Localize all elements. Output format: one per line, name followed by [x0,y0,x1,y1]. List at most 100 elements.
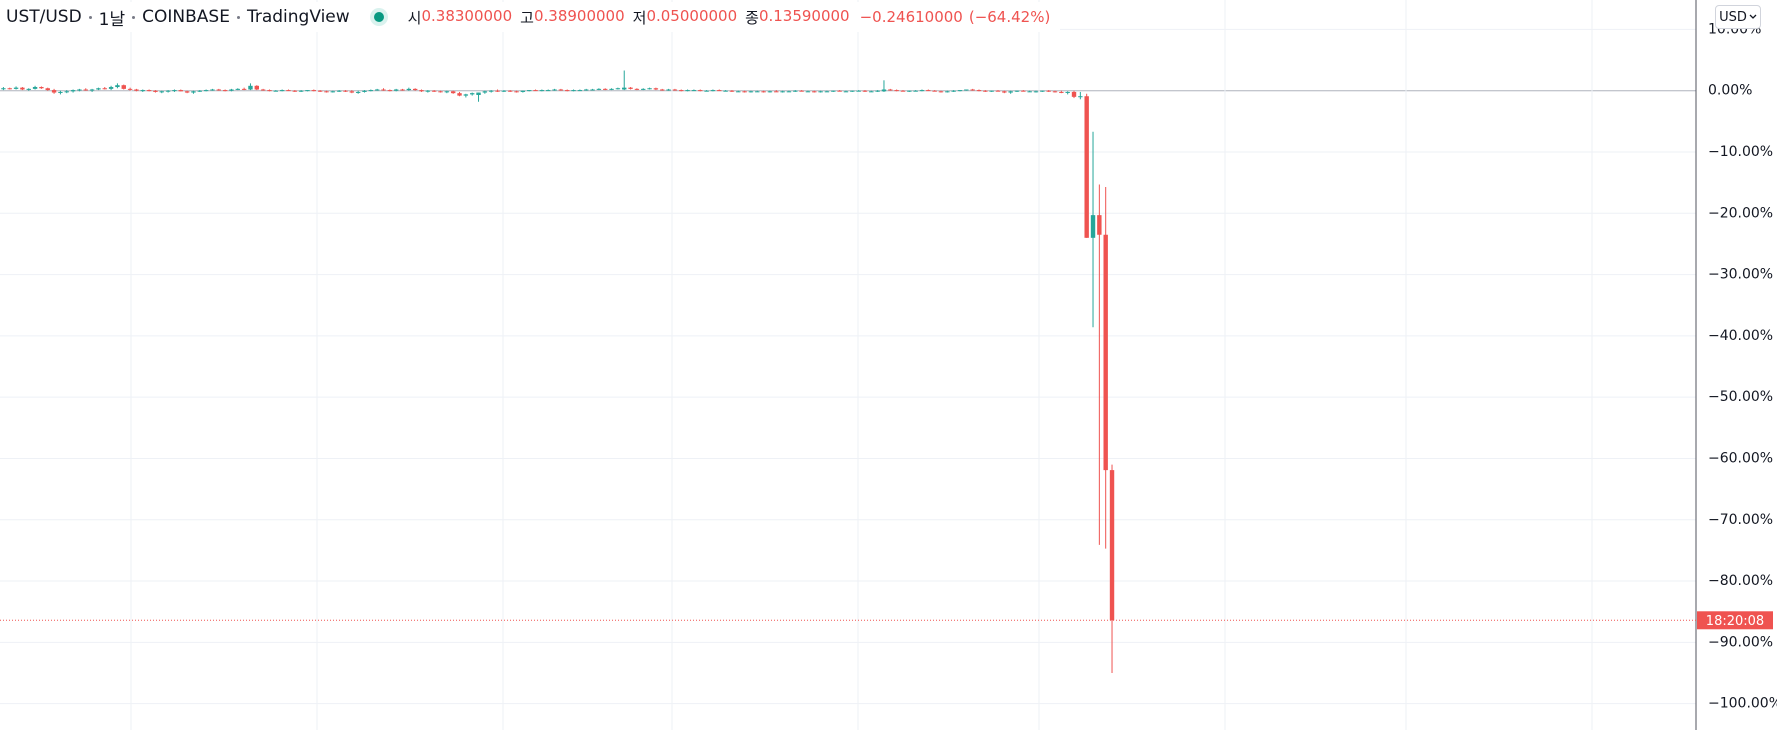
candle-body [1084,96,1089,238]
candle-body [248,85,253,90]
candle-body [203,90,209,92]
y-tick-label: −80.00% [1708,573,1773,589]
candle-body [932,90,937,92]
candle-body [96,88,101,90]
y-tick-label: −70.00% [1708,512,1773,528]
legend-label: 고 [520,8,534,27]
candle-body [26,88,31,90]
candle-body [324,91,329,93]
candle-body [102,88,107,90]
legend-bar: UST/USD 1날 COINBASE TradingView 시 0.38300… [0,2,1061,32]
candle-body [482,91,488,93]
candle-body [577,90,583,92]
y-tick-label: −20.00% [1708,205,1773,221]
chevron [1749,14,1757,19]
currency-button[interactable]: USD [1715,5,1761,29]
candle-body [533,90,538,92]
y-tick-label: −30.00% [1708,267,1773,283]
candle-body [584,89,589,91]
candle-body [983,90,988,92]
candle-body [286,90,291,92]
candle-body [140,90,145,92]
candle-body [780,91,785,93]
candle-body [70,90,76,92]
countdown: 18:20:08 [1706,614,1764,629]
y-tick-label: −40.00% [1708,328,1773,344]
candle-body [875,90,880,92]
candle-body [191,91,196,93]
candle-body [58,91,63,93]
candle-body [1014,90,1020,92]
candle-body [818,91,823,93]
candle-body [546,90,551,92]
separator [88,15,92,19]
candle-body [945,91,950,93]
candle-body [628,87,633,89]
candle-body [691,90,697,92]
candle-body [495,90,500,92]
candle-body [704,90,709,92]
candle-body [197,90,202,92]
candle-body [508,90,513,92]
y-tick-label: 0.00% [1708,83,1752,99]
candle-body [527,90,532,92]
candle-body [343,90,348,92]
candle-body [514,91,519,93]
candle-body [115,85,120,88]
candle-body [355,91,361,93]
candle-body [799,90,804,92]
source: TradingView [246,7,350,27]
candle-body [913,90,918,92]
candle-body [83,89,88,91]
candle-body [184,91,190,93]
candle-body [710,90,716,92]
candle-body [660,89,665,91]
candle-body [653,88,659,90]
candle-body [235,88,240,90]
candle-body [178,90,183,92]
market-status[interactable] [373,12,384,22]
candle-body [970,89,975,91]
candle-body [736,91,741,93]
legend-value: 0.38900000 [533,6,625,25]
candle-body [444,91,450,93]
candle-body [13,87,19,89]
candle-body [520,90,526,92]
candle-body [755,91,760,93]
candle-body [77,89,82,91]
candle-body [134,89,139,91]
candle-body [412,88,418,91]
candle-body [938,91,944,93]
candle-body [641,88,646,90]
candle-body [812,91,817,93]
candle-body [488,90,494,92]
candle-body [311,90,317,92]
candle-body [172,90,177,92]
candle-body [1021,90,1026,92]
candle-body [761,91,766,93]
change-pct: (−64.42%) [968,8,1051,26]
candle-body [457,93,462,96]
candle-body [1059,91,1064,93]
candle-body [634,88,640,90]
candle-body [590,89,595,91]
candle-body [108,87,114,89]
candle-body [374,89,380,91]
price-grid [0,28,1696,705]
candle-body [843,91,849,93]
candle-body [565,90,570,92]
candle-body [387,90,393,92]
candle-body [717,90,722,92]
candle-body [774,91,779,93]
candle-body [685,90,690,92]
candle-body [393,89,399,91]
candle-body [406,88,412,91]
candle-body [216,89,221,91]
candle-body [907,90,912,92]
candle-body [723,90,728,92]
legend-label: 저 [632,8,647,27]
y-tick-label: −10.00% [1708,144,1773,160]
time-grid [130,0,1593,730]
candle-body [748,91,754,93]
